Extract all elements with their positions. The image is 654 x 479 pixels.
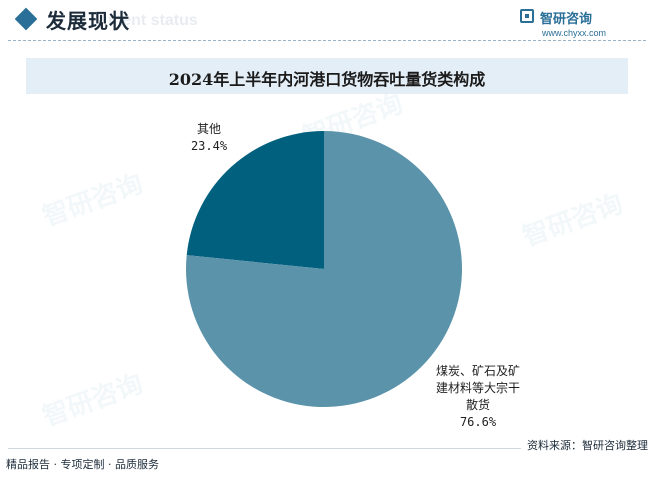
section-header: ment status 发展现状 智研咨询 www.chyxx.com	[0, 0, 654, 44]
header-divider	[8, 40, 646, 41]
slice-label-bulk: 煤炭、矿石及矿 建材料等大宗干 散货 76.6%	[420, 363, 536, 431]
footer-source: 资料来源：智研咨询整理	[521, 437, 648, 453]
brand-logo-icon	[520, 9, 534, 23]
slice-label-other-value: 23.4%	[190, 139, 228, 153]
slice-label-bulk-name: 煤炭、矿石及矿 建材料等大宗干 散货	[435, 364, 520, 412]
chart-title: 2024年上半年内河港口货物吞吐量货类构成	[168, 70, 486, 89]
slice-label-bulk-value: 76.6%	[459, 415, 497, 429]
footer-divider	[8, 448, 646, 449]
brand-name: 智研咨询	[540, 12, 593, 27]
brand-url: www.chyxx.com	[542, 28, 607, 38]
section-title: 发展现状	[46, 9, 130, 33]
pie-slice-0	[186, 131, 324, 269]
brand: 智研咨询 www.chyxx.com	[520, 8, 640, 38]
footer-slogan: 精品报告 · 专项定制 · 品质服务	[6, 458, 159, 471]
chart-title-bar: 2024年上半年内河港口货物吞吐量货类构成	[26, 58, 628, 94]
section-subtitle: ment status	[108, 12, 198, 29]
slice-label-other-name: 其他	[196, 122, 221, 136]
pie-slice-1	[186, 131, 462, 407]
slice-label-other: 其他 23.4%	[178, 121, 240, 155]
